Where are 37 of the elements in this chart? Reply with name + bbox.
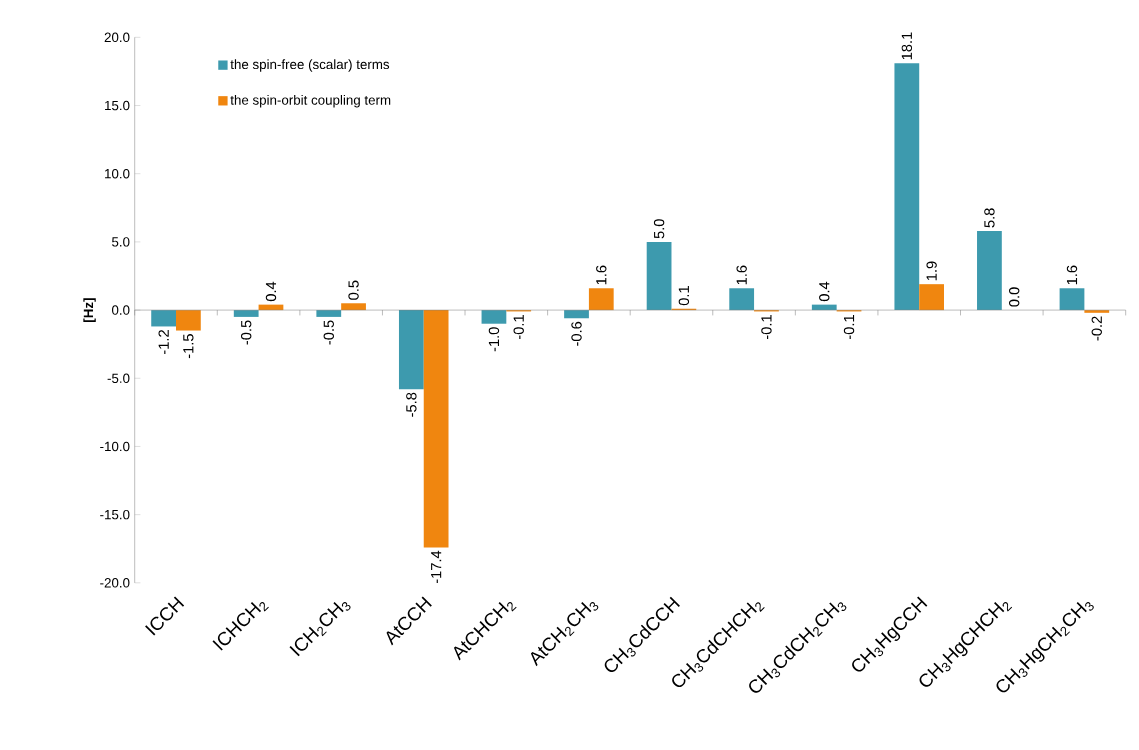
- y-tick-label: 10.0: [105, 169, 130, 179]
- data-label: -0.6: [571, 322, 582, 347]
- data-label: -1.5: [183, 334, 194, 359]
- data-label: -0.2: [1091, 316, 1102, 341]
- data-label: -0.5: [323, 320, 334, 345]
- y-tick-label: -20.0: [100, 578, 130, 588]
- data-label: -5.8: [406, 392, 417, 417]
- data-label: 18.1: [901, 32, 913, 60]
- data-label: 0.4: [819, 281, 830, 302]
- legend-label: the spin-free (scalar) terms: [230, 59, 390, 72]
- y-axis-title: [Hz]: [83, 298, 96, 323]
- y-tick-label: -5.0: [107, 373, 130, 384]
- y-tick-label: 15.0: [105, 101, 130, 111]
- data-label: -1.0: [488, 327, 500, 352]
- data-label: 5.0: [653, 219, 665, 239]
- y-tick-label: 0.0: [111, 305, 130, 316]
- data-label: 0.4: [265, 281, 277, 302]
- data-label: -0.1: [761, 315, 772, 340]
- y-tick-label: 20.0: [104, 32, 130, 43]
- data-label: 1.6: [1066, 265, 1078, 285]
- data-label: 0.5: [348, 280, 359, 300]
- data-label: 0.0: [1009, 287, 1020, 307]
- data-label: -0.1: [843, 315, 855, 340]
- legend-label: the spin-orbit coupling term: [230, 95, 391, 108]
- data-label: 1.6: [736, 265, 747, 285]
- data-label: 5.8: [984, 208, 995, 228]
- data-label: 1.9: [926, 261, 937, 281]
- x-tick-label: ICH$_{2}$CH$_{3}$: [289, 602, 351, 657]
- y-tick-label: 5.0: [112, 237, 130, 247]
- data-label: -0.1: [513, 315, 524, 340]
- data-label: 0.1: [678, 286, 690, 306]
- y-tick-label: -15.0: [100, 510, 130, 520]
- data-label: -17.4: [431, 550, 442, 584]
- data-label: 1.6: [596, 265, 607, 285]
- data-label: -0.5: [241, 320, 252, 345]
- y-tick-label: -10.0: [100, 441, 130, 452]
- data-label: -1.2: [158, 330, 169, 355]
